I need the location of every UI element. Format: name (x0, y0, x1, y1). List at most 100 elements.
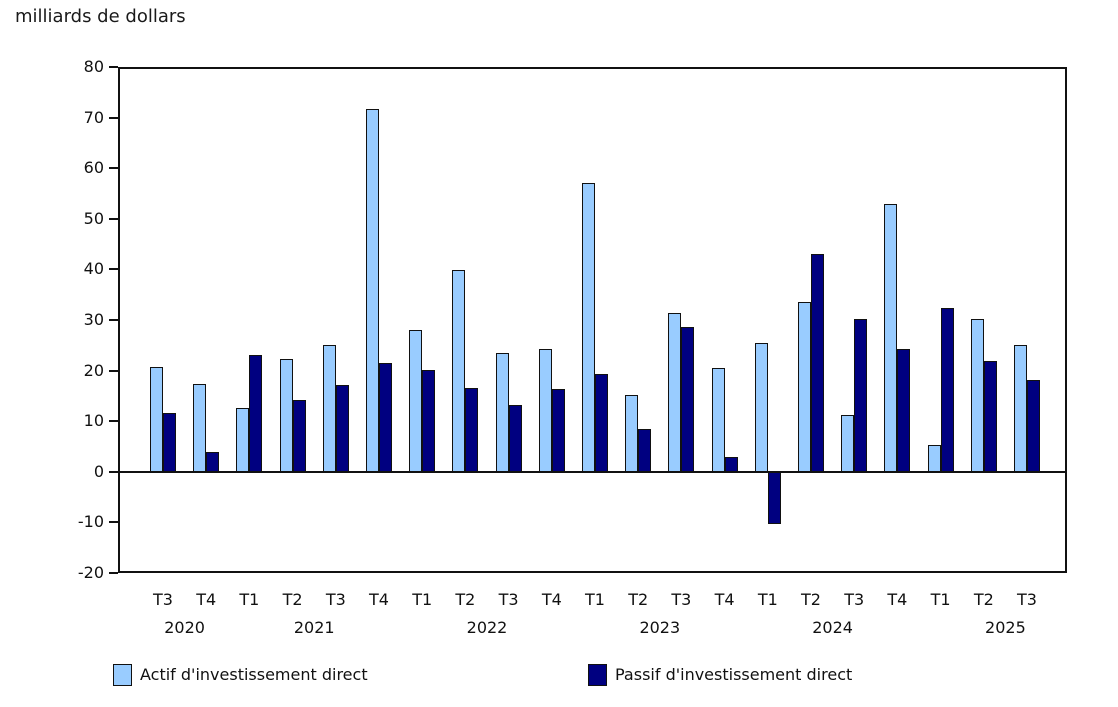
bar-passif-T3-2025 (1027, 379, 1040, 472)
legend-item-passif: Passif d'investissement direct (588, 663, 852, 687)
bar-passif-T4-2021 (379, 363, 392, 472)
x-label-T3-2025: T3 (1017, 590, 1037, 609)
zero-axis-line (118, 470, 1067, 473)
legend-swatch-actif (113, 664, 132, 686)
x-label-T1-2023: T1 (585, 590, 605, 609)
y-tick-label-0: 0 (93, 461, 104, 481)
y-tick-30 (109, 319, 118, 321)
x-year-label-2022: 2022 (466, 618, 508, 637)
y-tick-label-60: 60 (83, 158, 104, 178)
y-tick-50 (109, 217, 118, 220)
x-label-T4-2024: T4 (887, 590, 908, 609)
bar-actif-T3-2021 (322, 345, 336, 472)
bar-passif-T2-2024 (811, 254, 824, 472)
bar-actif-T4-2021 (366, 108, 379, 472)
bar-actif-T2-2024 (798, 302, 811, 472)
bar-actif-T1-2022 (409, 329, 423, 472)
legend-label-actif: Actif d'investissement direct (140, 665, 368, 684)
bar-passif-T2-2025 (983, 360, 997, 472)
x-year-label-2024: 2024 (812, 618, 853, 637)
bar-passif-T3-2024 (854, 319, 868, 472)
legend-swatch-passif (588, 664, 607, 686)
x-label-T1-2022: T1 (412, 590, 433, 609)
bar-passif-T3-2021 (335, 384, 349, 472)
bar-actif-T2-2025 (970, 319, 984, 472)
bar-actif-T1-2025 (927, 444, 941, 472)
y-tick--10 (109, 521, 118, 524)
bar-actif-T3-2024 (841, 415, 855, 472)
y-tick-0 (109, 470, 118, 473)
bar-actif-T1-2021 (236, 408, 250, 472)
y-tick-20 (109, 369, 118, 372)
bar-passif-T4-2023 (724, 457, 738, 472)
bar-actif-T2-2023 (625, 394, 639, 472)
bar-passif-T1-2024 (767, 471, 781, 525)
bar-actif-T3-2020 (150, 366, 163, 472)
bar-passif-T4-2020 (206, 451, 220, 472)
bar-actif-T4-2020 (193, 383, 207, 472)
y-tick-label--10: -10 (77, 512, 104, 532)
x-label-T3-2020: T3 (153, 590, 173, 609)
x-label-T1-2021: T1 (239, 590, 260, 609)
bar-passif-T1-2021 (249, 354, 263, 472)
y-tick--20 (109, 572, 118, 574)
bar-actif-T3-2025 (1014, 344, 1027, 472)
bar-passif-T2-2023 (638, 429, 652, 472)
y-tick-label-20: 20 (83, 360, 104, 380)
bar-actif-T4-2022 (538, 349, 552, 472)
bar-actif-T2-2022 (452, 270, 466, 472)
bar-actif-T1-2024 (754, 342, 768, 472)
x-label-T2-2021: T2 (282, 590, 303, 609)
bar-actif-T4-2024 (884, 203, 898, 472)
x-label-T4-2021: T4 (369, 590, 389, 609)
bar-passif-T1-2022 (422, 370, 436, 472)
x-label-T4-2020: T4 (196, 590, 217, 609)
y-tick-60 (109, 167, 118, 170)
y-tick-label-10: 10 (83, 411, 104, 431)
bar-passif-T4-2024 (897, 348, 911, 472)
plot-area (118, 67, 1067, 573)
bar-passif-T1-2023 (595, 373, 608, 472)
bar-actif-T3-2023 (668, 313, 682, 472)
bar-actif-T3-2022 (495, 352, 509, 472)
y-tick-label-70: 70 (83, 107, 104, 127)
x-year-label-2020: 2020 (164, 618, 205, 637)
bar-passif-T4-2022 (551, 389, 565, 472)
chart-title: milliards de dollars (15, 6, 186, 27)
bar-actif-T4-2023 (711, 368, 725, 472)
legend-item-actif: Actif d'investissement direct (113, 663, 368, 687)
x-label-T4-2022: T4 (541, 590, 562, 609)
x-label-T2-2025: T2 (973, 590, 994, 609)
y-tick-label-80: 80 (83, 57, 104, 76)
bar-actif-T1-2023 (582, 183, 595, 472)
x-label-T1-2025: T1 (930, 590, 951, 609)
y-tick-label-30: 30 (83, 310, 104, 329)
x-label-T2-2023: T2 (628, 590, 649, 609)
y-tick-label-50: 50 (83, 208, 104, 228)
x-year-label-2025: 2025 (985, 618, 1026, 637)
y-tick-40 (109, 268, 118, 271)
y-tick-label--20: -20 (77, 563, 104, 582)
bar-passif-T2-2022 (465, 387, 479, 472)
bar-actif-T2-2021 (279, 358, 293, 472)
x-label-T1-2024: T1 (757, 590, 778, 609)
x-label-T2-2022: T2 (455, 590, 476, 609)
y-tick-80 (109, 66, 118, 68)
y-tick-10 (109, 420, 118, 423)
bar-passif-T3-2020 (163, 412, 176, 472)
x-label-T3-2021: T3 (325, 590, 346, 609)
y-tick-label-40: 40 (83, 259, 104, 279)
x-label-T3-2022: T3 (498, 590, 519, 609)
x-year-label-2021: 2021 (293, 618, 335, 637)
bar-passif-T3-2023 (681, 326, 695, 472)
bar-passif-T2-2021 (292, 400, 306, 472)
x-label-T4-2023: T4 (714, 590, 735, 609)
legend-label-passif: Passif d'investissement direct (615, 665, 853, 684)
x-label-T2-2024: T2 (801, 590, 821, 609)
x-label-T3-2024: T3 (844, 590, 865, 609)
bar-passif-T3-2022 (508, 405, 522, 472)
x-label-T3-2023: T3 (671, 590, 692, 609)
y-tick-70 (109, 116, 118, 119)
x-year-label-2023: 2023 (639, 618, 681, 637)
